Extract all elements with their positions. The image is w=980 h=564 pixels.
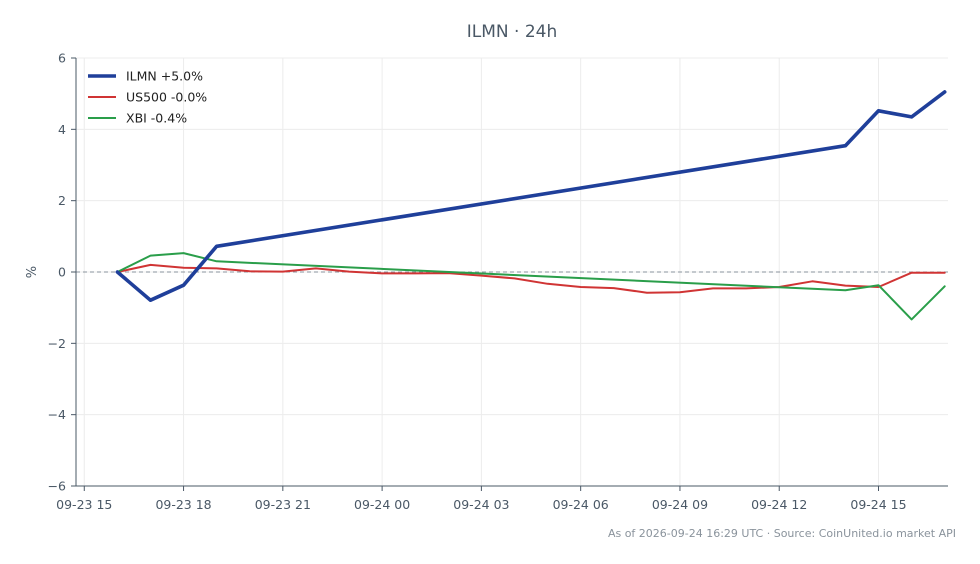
x-tick-label: 09-24 12 [751,497,807,512]
series-line-1 [115,90,947,303]
tick-labels: −6 −4 −2 0 2 4 6 09-23 15 09-23 18 09-23 21 09-24 … [48,51,907,513]
source-footer: As of 2026-09-24 16:29 UTC · Source: Coi… [608,527,956,540]
x-tick-label: 09-24 09 [652,497,708,512]
y-tick-label: 4 [58,122,66,137]
legend-entry-label: ILMN +5.0% [126,69,203,84]
y-tick-label: −2 [48,336,66,351]
series-lines [115,90,947,321]
y-tick-label: −4 [48,407,66,422]
x-tick-label: 09-23 21 [255,497,311,512]
y-tick-label: 6 [58,51,66,66]
y-tick-label: 2 [58,193,66,208]
y-axis-label: % [25,266,40,278]
x-tick-label: 09-23 18 [155,497,211,512]
series-line-3 [116,252,946,321]
legend-entry-label: XBI -0.4% [126,111,187,126]
legend: ILMN +5.0% US500 -0.0% XBI -0.4% [88,69,207,126]
x-tick-label: 09-23 15 [56,497,112,512]
x-tick-label: 09-24 03 [453,497,509,512]
series-line-2 [116,263,946,294]
x-tick-label: 09-24 06 [553,497,609,512]
x-tick-label: 09-24 00 [354,497,410,512]
axes [71,57,948,491]
legend-entry-label: US500 -0.0% [126,90,207,105]
x-tick-label: 09-24 15 [850,497,906,512]
y-tick-label: 0 [58,265,66,280]
y-tick-label: −6 [48,479,66,494]
chart-title: ILMN · 24h [467,22,558,42]
